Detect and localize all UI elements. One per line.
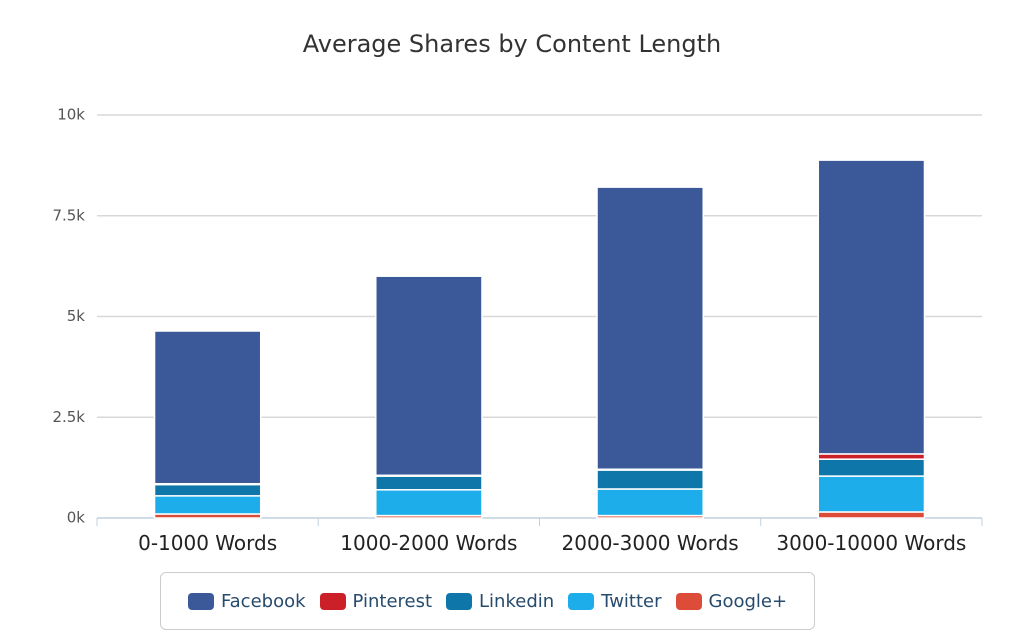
bar-segment: [817, 475, 926, 513]
bar-segment: [596, 469, 704, 490]
bar-segment: [375, 475, 483, 491]
legend: Facebook Pinterest Linkedin Twitter Google+: [160, 572, 815, 630]
bar-segment: [375, 275, 483, 477]
y-tick-label: 5k: [67, 307, 86, 325]
chart-title: Average Shares by Content Length: [303, 30, 722, 58]
legend-swatch: [675, 592, 702, 610]
bar-segment: [153, 330, 262, 485]
y-tick-label: 7.5k: [52, 206, 85, 224]
bar-segment: [596, 186, 704, 470]
legend-item[interactable]: Twitter: [568, 590, 662, 612]
x-tick-label: 0-1000 Words: [138, 531, 278, 555]
legend-item[interactable]: Pinterest: [319, 590, 433, 612]
legend-label: Linkedin: [479, 590, 555, 612]
bar-segment: [596, 488, 704, 517]
x-tick-label: 1000-2000 Words: [340, 531, 518, 555]
bar-segment: [153, 483, 262, 497]
bar-segment: [817, 159, 926, 455]
legend-item[interactable]: Facebook: [187, 590, 306, 612]
legend-label: Twitter: [601, 590, 662, 612]
bar-segment: [817, 511, 926, 519]
bar-segment: [817, 458, 926, 477]
legend-swatch: [568, 592, 595, 610]
legend-swatch: [319, 592, 346, 610]
legend-swatch: [187, 592, 214, 610]
legend-label: Google+: [708, 590, 788, 612]
bar-segment: [153, 495, 262, 515]
bar-segment: [375, 489, 483, 517]
legend-item[interactable]: Google+: [675, 590, 788, 612]
legend-label: Pinterest: [352, 590, 433, 612]
x-tick-label: 3000-10000 Words: [776, 531, 967, 555]
y-tick-label: 2.5k: [52, 408, 85, 426]
bar-segment: [817, 453, 926, 460]
legend-item[interactable]: Linkedin: [446, 591, 554, 612]
y-tick-label: 0k: [67, 509, 86, 527]
legend-swatch: [446, 592, 473, 610]
legend-label: Facebook: [220, 590, 306, 612]
y-tick-label: 10k: [57, 106, 85, 124]
x-tick-label: 2000-3000 Words: [561, 531, 739, 555]
